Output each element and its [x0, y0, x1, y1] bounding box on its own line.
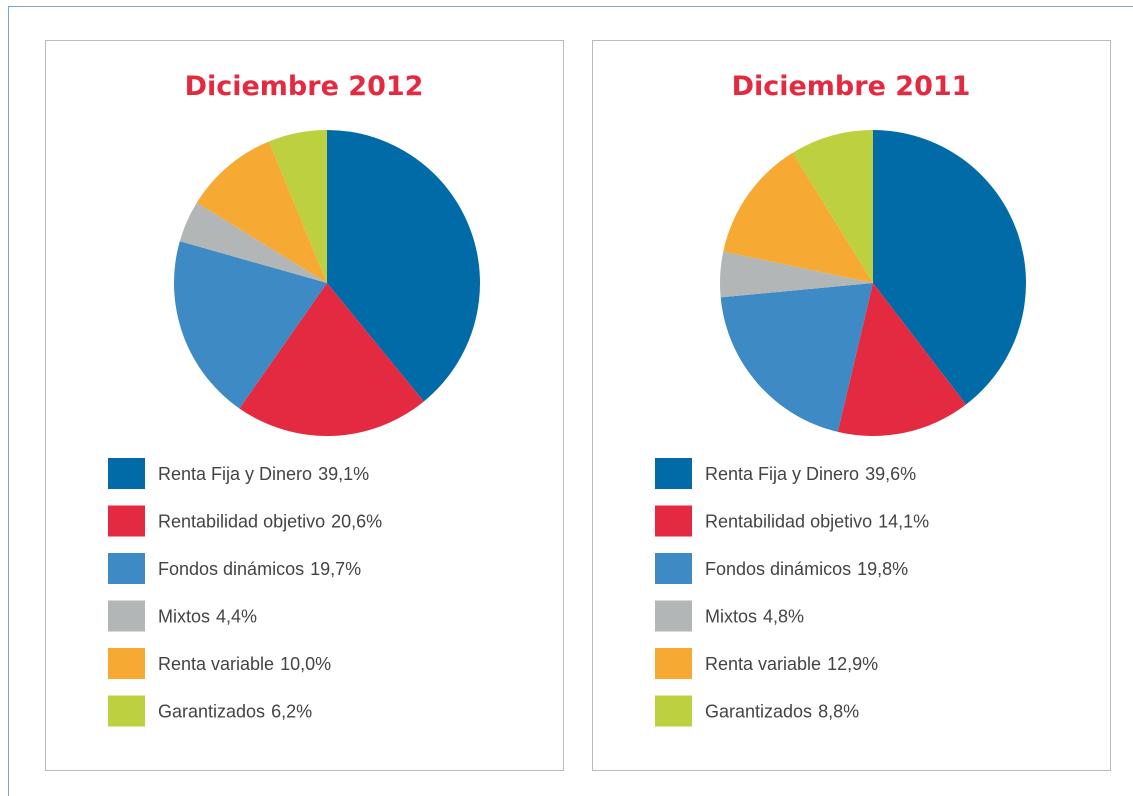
pie-slice	[239, 283, 424, 436]
legend-value: 14,1%	[878, 511, 929, 531]
legend-label: Renta variable 12,9%	[705, 654, 878, 674]
legend-label: Garantizados 8,8%	[705, 701, 859, 721]
legend-swatch	[655, 553, 692, 584]
pie-slice	[179, 202, 327, 283]
legend-label: Mixtos 4,4%	[158, 606, 257, 626]
legend-name: Rentabilidad objetivo	[158, 511, 325, 531]
legend-name: Renta variable	[705, 654, 821, 674]
legend-swatch	[108, 695, 145, 727]
pie-slice	[723, 152, 873, 283]
legend-value: 8,8%	[818, 701, 859, 721]
panel-frame	[45, 40, 564, 771]
chart-title: Diciembre 2011	[732, 71, 971, 102]
legend-value: 19,8%	[857, 559, 908, 579]
legend-label: Renta variable 10,0%	[158, 654, 331, 674]
legend-swatch	[108, 505, 145, 537]
legend-swatch	[655, 505, 692, 537]
legend-name: Renta Fija y Dinero	[158, 464, 312, 484]
legend-label: Renta Fija y Dinero 39,6%	[705, 464, 916, 484]
panel-frame	[592, 40, 1111, 771]
pie-slice	[196, 141, 327, 283]
legend-label: Rentabilidad objetivo 20,6%	[158, 511, 382, 531]
legend-name: Fondos dinámicos	[158, 559, 304, 579]
legend-swatch	[108, 600, 145, 632]
pie-slice	[720, 251, 873, 298]
legend-swatch	[108, 553, 145, 584]
legend-label: Fondos dinámicos 19,8%	[705, 559, 908, 579]
legend-label: Fondos dinámicos 19,7%	[158, 559, 361, 579]
legend-label: Rentabilidad objetivo 14,1%	[705, 511, 929, 531]
legend-swatch	[655, 458, 692, 489]
legend-swatch	[655, 600, 692, 632]
pie-slice	[720, 283, 873, 432]
pie-slice	[873, 130, 1026, 405]
legend-value: 19,7%	[310, 559, 361, 579]
legend-value: 39,1%	[318, 464, 369, 484]
legend-label: Mixtos 4,8%	[705, 606, 804, 626]
legend-name: Mixtos	[158, 606, 210, 626]
legend-swatch	[108, 458, 145, 489]
legend-value: 4,4%	[216, 606, 257, 626]
legend-swatch	[655, 695, 692, 727]
legend-value: 39,6%	[865, 464, 916, 484]
pie-slice	[268, 130, 327, 283]
legend-swatch	[108, 648, 145, 679]
legend-name: Garantizados	[705, 701, 812, 721]
legend-name: Mixtos	[705, 606, 757, 626]
legend-swatch	[655, 648, 692, 679]
legend-value: 4,8%	[763, 606, 804, 626]
pie-slice	[837, 283, 967, 436]
legend-name: Renta Fija y Dinero	[705, 464, 859, 484]
pie-slice	[792, 130, 873, 283]
legend-value: 12,9%	[827, 654, 878, 674]
chart-title: Diciembre 2012	[185, 71, 424, 102]
legend-name: Garantizados	[158, 701, 265, 721]
pie-slice	[327, 130, 480, 402]
pie-slice	[174, 241, 327, 409]
legend-name: Rentabilidad objetivo	[705, 511, 872, 531]
legend-value: 20,6%	[331, 511, 382, 531]
legend-value: 6,2%	[271, 701, 312, 721]
legend-label: Renta Fija y Dinero 39,1%	[158, 464, 369, 484]
legend-name: Renta variable	[158, 654, 274, 674]
legend-label: Garantizados 6,2%	[158, 701, 312, 721]
legend-name: Fondos dinámicos	[705, 559, 851, 579]
legend-value: 10,0%	[280, 654, 331, 674]
